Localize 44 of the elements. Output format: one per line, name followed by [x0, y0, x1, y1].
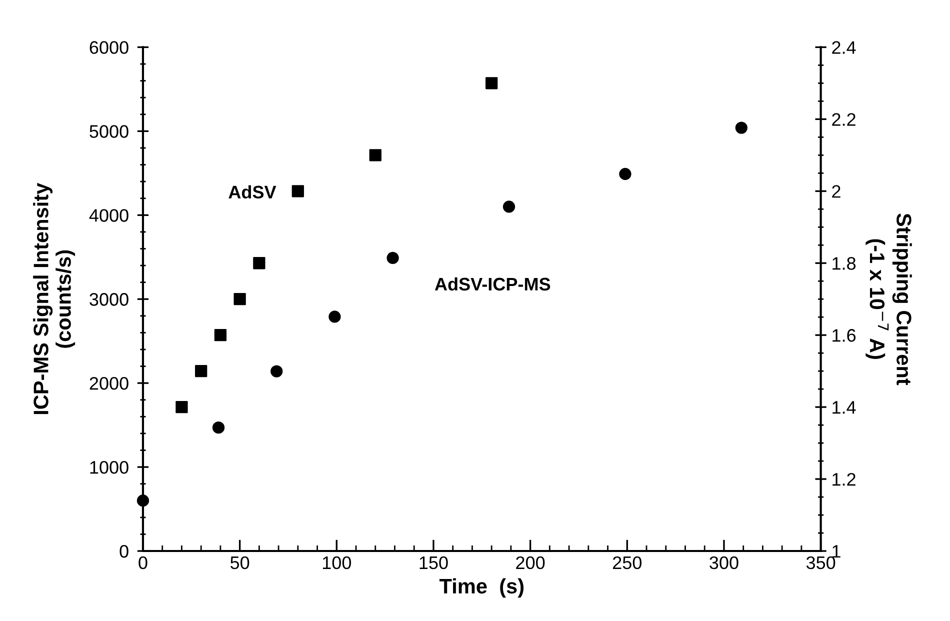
y2-tick-label: 1.8: [832, 257, 856, 270]
y2-tick-label: 1: [832, 545, 840, 558]
point: [485, 77, 498, 90]
y-tick-label: 0: [120, 544, 128, 558]
point: [212, 422, 225, 434]
y-tick-label: 4000: [89, 209, 128, 222]
text: AdSV-ICP-MS: [434, 277, 550, 291]
y2-tick-label: 1.2: [832, 472, 856, 486]
x-tick-label: 250: [612, 556, 642, 570]
point: [270, 365, 283, 378]
x-tick-label: 200: [516, 556, 545, 570]
point: [502, 200, 516, 213]
point: [136, 494, 150, 507]
y2-tick-label: 2.4: [832, 41, 856, 54]
y-axis-title: ICP-MS Signal Intensity (counts/s): [33, 182, 76, 414]
y2-tick-label: 1.4: [832, 401, 856, 414]
y-tick-label: 3000: [90, 293, 128, 306]
point: [328, 310, 341, 323]
y2-tick-label: 1.6: [832, 329, 856, 342]
point: [386, 252, 399, 264]
point: [369, 149, 382, 162]
x-tick-label: 0: [138, 556, 148, 570]
y-tick-label: 6000: [90, 41, 128, 54]
x-tick-label: 100: [322, 556, 351, 570]
y-tick-label: 5000: [90, 125, 128, 138]
point: [292, 185, 304, 198]
point: [214, 329, 227, 342]
x-tick-label: 150: [420, 556, 448, 570]
point: [176, 400, 188, 414]
y-tick-label: 2000: [90, 377, 128, 390]
point: [619, 168, 632, 180]
x-tick-label: 50: [230, 556, 250, 570]
point: [195, 365, 208, 378]
point: [735, 122, 748, 134]
y-tick-label: 1000: [90, 460, 128, 474]
x-tick-label: 300: [710, 556, 738, 570]
x-tick-label: 350: [806, 556, 836, 570]
y2-tick-label: 2: [832, 185, 840, 198]
x-axis-title: Time (s): [439, 578, 524, 598]
y2-axis-title: Stripping Current (-1 x 10$^{−7}$ A): [866, 213, 912, 386]
point: [253, 257, 266, 270]
y2-tick-label: 2.2: [832, 113, 856, 126]
point: [234, 293, 246, 306]
series-label: AdSV: [228, 185, 276, 199]
